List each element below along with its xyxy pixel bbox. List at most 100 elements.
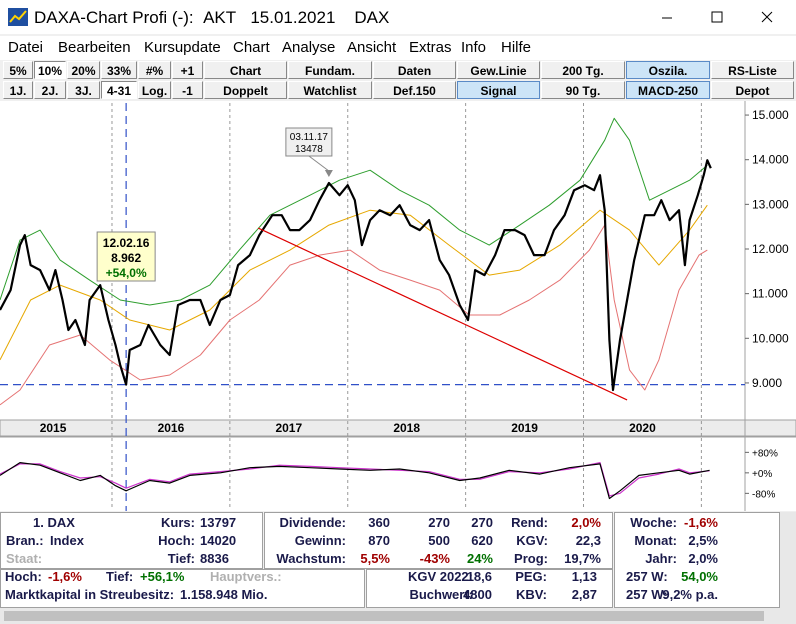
scrollbar[interactable]	[780, 512, 796, 624]
x-tick-label: 2015	[40, 421, 67, 435]
toolbar-button[interactable]: Log.	[138, 81, 171, 99]
low: +56,1%	[140, 569, 185, 584]
label: Gewinn:	[294, 533, 346, 548]
annotation-box	[96, 231, 156, 282]
label: Staat:	[6, 551, 43, 566]
value: 620	[471, 533, 493, 548]
value: 500	[428, 533, 450, 548]
toolbar-button[interactable]: 10%	[34, 61, 66, 79]
title-bar: DAXA-Chart Profi (-): AKT 15.01.2021 DAX	[0, 0, 796, 34]
value: 870	[368, 533, 390, 548]
menu-item[interactable]: Ansicht	[347, 39, 397, 56]
app-icon	[8, 8, 28, 26]
annotation-box	[285, 127, 333, 157]
info-box	[614, 512, 780, 608]
annotation-text: 13478	[295, 144, 323, 155]
toolbar-button[interactable]: Signal	[457, 81, 540, 99]
y-tick-label: 11.000	[752, 287, 788, 301]
label: Dividende:	[279, 515, 346, 530]
toolbar-button[interactable]: 200 Tg.	[541, 61, 625, 79]
label: Wachstum:	[276, 551, 346, 566]
label: Marktkapital in Streubesitz:	[5, 587, 175, 602]
label: Monat:	[634, 533, 677, 548]
series-line	[0, 224, 708, 406]
app-title: DAXA-Chart Profi (-):	[34, 8, 194, 27]
year-strip	[0, 419, 796, 437]
price: 8836	[200, 551, 229, 566]
toolbar-button[interactable]: -1	[172, 81, 203, 99]
value: 270	[471, 515, 493, 530]
toolbar-button[interactable]: 20%	[67, 61, 100, 79]
value: 2,87	[571, 587, 597, 602]
menu-item[interactable]: Hilfe	[501, 39, 532, 56]
label: PEG:	[515, 569, 547, 584]
value: 54,0%	[681, 569, 718, 584]
label: Hoch:	[158, 533, 195, 548]
info-box	[366, 569, 613, 608]
toolbar-button[interactable]: RS-Liste	[711, 61, 794, 79]
scrollbar[interactable]	[0, 608, 780, 624]
toolbar-button[interactable]: Watchlist	[288, 81, 372, 99]
annotation-arrow	[324, 170, 333, 178]
toolbar-button[interactable]: 90 Tg.	[541, 81, 625, 99]
value: 2,0%	[688, 551, 718, 566]
annotation-leader	[308, 155, 330, 172]
maximize[interactable]	[711, 11, 723, 23]
toolbar-button[interactable]: 3J.	[67, 81, 100, 99]
label: Rend:	[511, 515, 548, 530]
series-line	[0, 159, 712, 392]
toolbar-button[interactable]: Daten	[373, 61, 456, 79]
info-box	[0, 512, 263, 569]
toolbar: 5% 10% 20% 33% #% +1 Chart Fundam. Daten Gew.Lini…	[0, 60, 796, 100]
toolbar-button[interactable]: Chart	[204, 61, 287, 79]
label: Jahr:	[645, 551, 677, 566]
window-controls[interactable]	[640, 0, 796, 34]
kind: AKT	[203, 8, 237, 27]
toolbar-button[interactable]: 4-31	[101, 81, 137, 99]
series-line	[0, 117, 708, 306]
label: Hauptvers.:	[210, 569, 282, 584]
toolbar-button[interactable]: Depot	[711, 81, 794, 99]
menu-item[interactable]: Datei	[8, 39, 44, 56]
menu-item[interactable]: Info	[461, 39, 487, 56]
close[interactable]	[761, 11, 773, 23]
toolbar-button[interactable]: 2J.	[34, 81, 66, 99]
scroll-thumb[interactable]	[4, 611, 764, 621]
toolbar-button[interactable]: 5%	[3, 61, 33, 79]
value: 270	[428, 515, 450, 530]
toolbar-button[interactable]: Oszila.	[626, 61, 710, 79]
label: Kurs:	[161, 515, 195, 530]
value: 22,3	[575, 533, 601, 548]
value: 19,7%	[564, 551, 601, 566]
toolbar-button[interactable]: 33%	[101, 61, 137, 79]
value: 24%	[466, 551, 493, 566]
toolbar-button[interactable]: Def.150	[373, 81, 456, 99]
y-tick-label: 15.000	[752, 108, 789, 122]
toolbar-button[interactable]: Gew.Linie	[457, 61, 540, 79]
value: 360	[368, 515, 390, 530]
plot-background	[0, 101, 796, 511]
y-tick-label: 10.000	[752, 331, 789, 345]
trend-line	[257, 227, 628, 401]
toolbar-button[interactable]: +1	[172, 61, 203, 79]
x-tick-label: 2016	[158, 421, 185, 435]
toolbar-button[interactable]: Doppelt	[204, 81, 287, 99]
x-tick-label: 2018	[393, 421, 420, 435]
label: Tief:	[106, 569, 134, 584]
toolbar-button[interactable]: 1J.	[3, 81, 33, 99]
menu-item[interactable]: Analyse	[282, 39, 336, 56]
toolbar-button[interactable]: Fundam.	[288, 61, 372, 79]
y-tick-label: 12.000	[752, 242, 789, 256]
y-tick-label: 13.000	[752, 197, 789, 211]
x-tick-label: 2020	[629, 421, 656, 435]
toolbar-button[interactable]: #%	[138, 61, 171, 79]
value: 18,6	[466, 569, 492, 584]
menu-item[interactable]: Chart	[233, 39, 270, 56]
toolbar-button[interactable]: MACD-250	[626, 81, 710, 99]
annotation-text: 8.962	[111, 251, 141, 265]
menu-item[interactable]: Bearbeiten	[58, 39, 131, 56]
menu-item[interactable]: Extras	[409, 39, 452, 56]
menu-item[interactable]: Kursupdate	[144, 39, 221, 56]
value: 1,13	[571, 569, 597, 584]
